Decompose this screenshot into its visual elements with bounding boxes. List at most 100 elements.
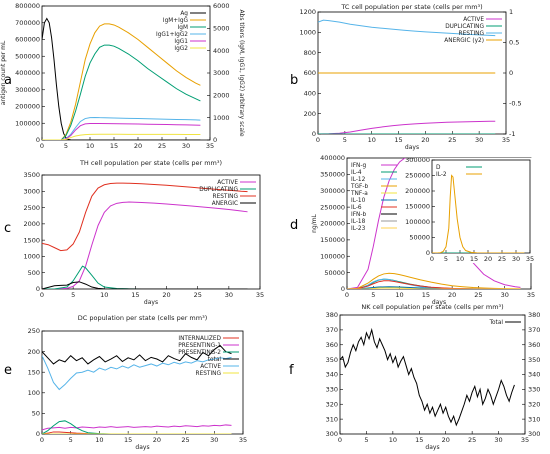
x-tick-label: 10: [86, 142, 94, 150]
x-axis-label: days: [432, 299, 446, 306]
y2-tick-label: 300: [528, 430, 540, 438]
y2-tick-label: -1: [509, 130, 515, 138]
x-tick-label: 10: [368, 136, 376, 144]
y2-tick-label: 0: [509, 69, 513, 77]
y-tick-label: 400000: [320, 154, 345, 162]
x-tick-label: 5: [444, 255, 448, 263]
legend-label: IgM+IgG: [163, 18, 189, 24]
series-line-active: [42, 355, 232, 391]
y2-tick-label: 370: [528, 326, 540, 334]
y2-tick-label: -0.5: [509, 100, 522, 108]
series-line-igm-igg: [42, 23, 201, 140]
y-tick-label: 350000: [320, 171, 345, 179]
legend-label: IFN-b: [351, 212, 366, 218]
legend-label: IL-18: [351, 219, 366, 225]
chart-title: DC population per state (cells per mm³): [78, 314, 208, 322]
y-tick-label: 50000: [409, 234, 430, 242]
legend-label: Total: [488, 320, 503, 326]
series-line-tgf-b: [347, 272, 521, 289]
legend: INTERNALIZEDPRESENTING-1PRESENTING-2tota…: [178, 336, 239, 377]
y-tick-label: 50000: [324, 269, 345, 277]
y-tick-label: 2000: [23, 220, 40, 228]
chart-b: b TC cell population per state (cells per…: [290, 3, 522, 151]
chart-a: a0 5 10 15 20 25 30 350100000200000300000400000…: [0, 2, 245, 150]
panel-letter-f: f: [289, 363, 294, 378]
y-tick-label: 350: [326, 356, 338, 364]
legend: IFN-gIL-4IL-12TGF-bTNF-aIL-10IL-6IFN-bIL…: [350, 163, 397, 232]
legend-label: TNF-a: [350, 191, 368, 197]
x-tick-label: 25: [468, 436, 476, 444]
y2-axis-label: Abs titers (IgM, IgG1, IgG2) arbitrary s…: [238, 9, 245, 136]
legend-label: PRESENTING-1: [178, 343, 221, 349]
x-tick-label: 0: [316, 136, 320, 144]
legend-label: IgM: [178, 25, 188, 31]
y2-tick-label: 1: [509, 8, 513, 16]
y-tick-label: 1200: [299, 8, 316, 16]
x-tick-label: 0: [338, 436, 342, 444]
y-tick-label: 600: [304, 69, 316, 77]
x-axis-label: days: [405, 144, 419, 151]
series-line-active: [318, 120, 496, 134]
series-line-igg2: [42, 133, 201, 140]
y-tick-label: 0: [312, 130, 316, 138]
series-line-resting: [318, 19, 496, 37]
y-tick-label: 2500: [23, 204, 40, 212]
legend-label: Ag: [180, 11, 188, 17]
series-line-total: [42, 344, 232, 365]
y-tick-label: 0: [36, 285, 40, 293]
x-tick-label: 5: [364, 436, 368, 444]
y-tick-label: 300000: [405, 156, 430, 164]
x-tick-label: 5: [371, 291, 375, 299]
series-line-il-2: [432, 174, 525, 253]
x-tick-label: 20: [448, 291, 456, 299]
legend-label: total: [208, 357, 222, 363]
x-tick-label: 0: [40, 436, 44, 444]
legend: Total: [488, 320, 521, 326]
plot-frame: [339, 314, 526, 435]
x-tick-label: 20: [421, 136, 429, 144]
y2-tick-label: 6000: [213, 2, 230, 10]
chart-f: f NK cell population per state (cells per…: [289, 303, 540, 451]
y-tick-label: 100000: [320, 252, 345, 260]
y2-tick-label: 5000: [213, 25, 230, 33]
y2-tick-label: 380: [528, 311, 540, 319]
x-tick-label: 5: [71, 291, 75, 299]
y-tick-label: 300: [326, 430, 338, 438]
x-tick-label: 5: [343, 136, 347, 144]
x-tick-label: 5: [69, 436, 73, 444]
x-tick-label: 25: [498, 255, 506, 263]
chart-c: c TH cell population per state (cells per…: [4, 159, 264, 306]
y-tick-label: 340: [326, 371, 338, 379]
series-line-igg1-igg2: [42, 116, 201, 140]
x-tick-label: 30: [501, 291, 509, 299]
legend-label: ACTIVE: [200, 364, 221, 370]
legend-label: IgG1: [174, 39, 188, 45]
x-tick-label: 20: [134, 142, 142, 150]
x-tick-label: 15: [394, 136, 402, 144]
series-line-ag: [42, 17, 201, 140]
legend-label: TGF-b: [350, 184, 368, 190]
x-tick-label: 15: [110, 142, 118, 150]
x-tick-label: 30: [512, 255, 520, 263]
y-tick-label: 320: [326, 400, 338, 408]
x-tick-label: 25: [181, 436, 189, 444]
y2-tick-label: 2000: [213, 92, 230, 100]
x-tick-label: 15: [470, 255, 478, 263]
chart-title: TH cell population per state (cells per …: [79, 159, 222, 167]
x-tick-label: 20: [442, 436, 450, 444]
x-tick-label: 35: [239, 436, 247, 444]
y-tick-label: 300000: [320, 187, 345, 195]
y-tick-label: 50: [32, 410, 40, 418]
series-line-igg1: [42, 122, 201, 140]
y-tick-label: 1000: [299, 29, 316, 37]
y-tick-label: 200000: [15, 103, 40, 111]
y2-tick-label: 3000: [213, 69, 230, 77]
series-line-duplicating: [42, 265, 248, 289]
x-tick-label: 10: [395, 291, 403, 299]
x-tick-label: 35: [526, 255, 534, 263]
legend-label: RESTING: [196, 371, 222, 377]
y-tick-label: 3500: [23, 171, 40, 179]
series-line-il-6: [347, 280, 521, 289]
y2-tick-label: 330: [528, 386, 540, 394]
